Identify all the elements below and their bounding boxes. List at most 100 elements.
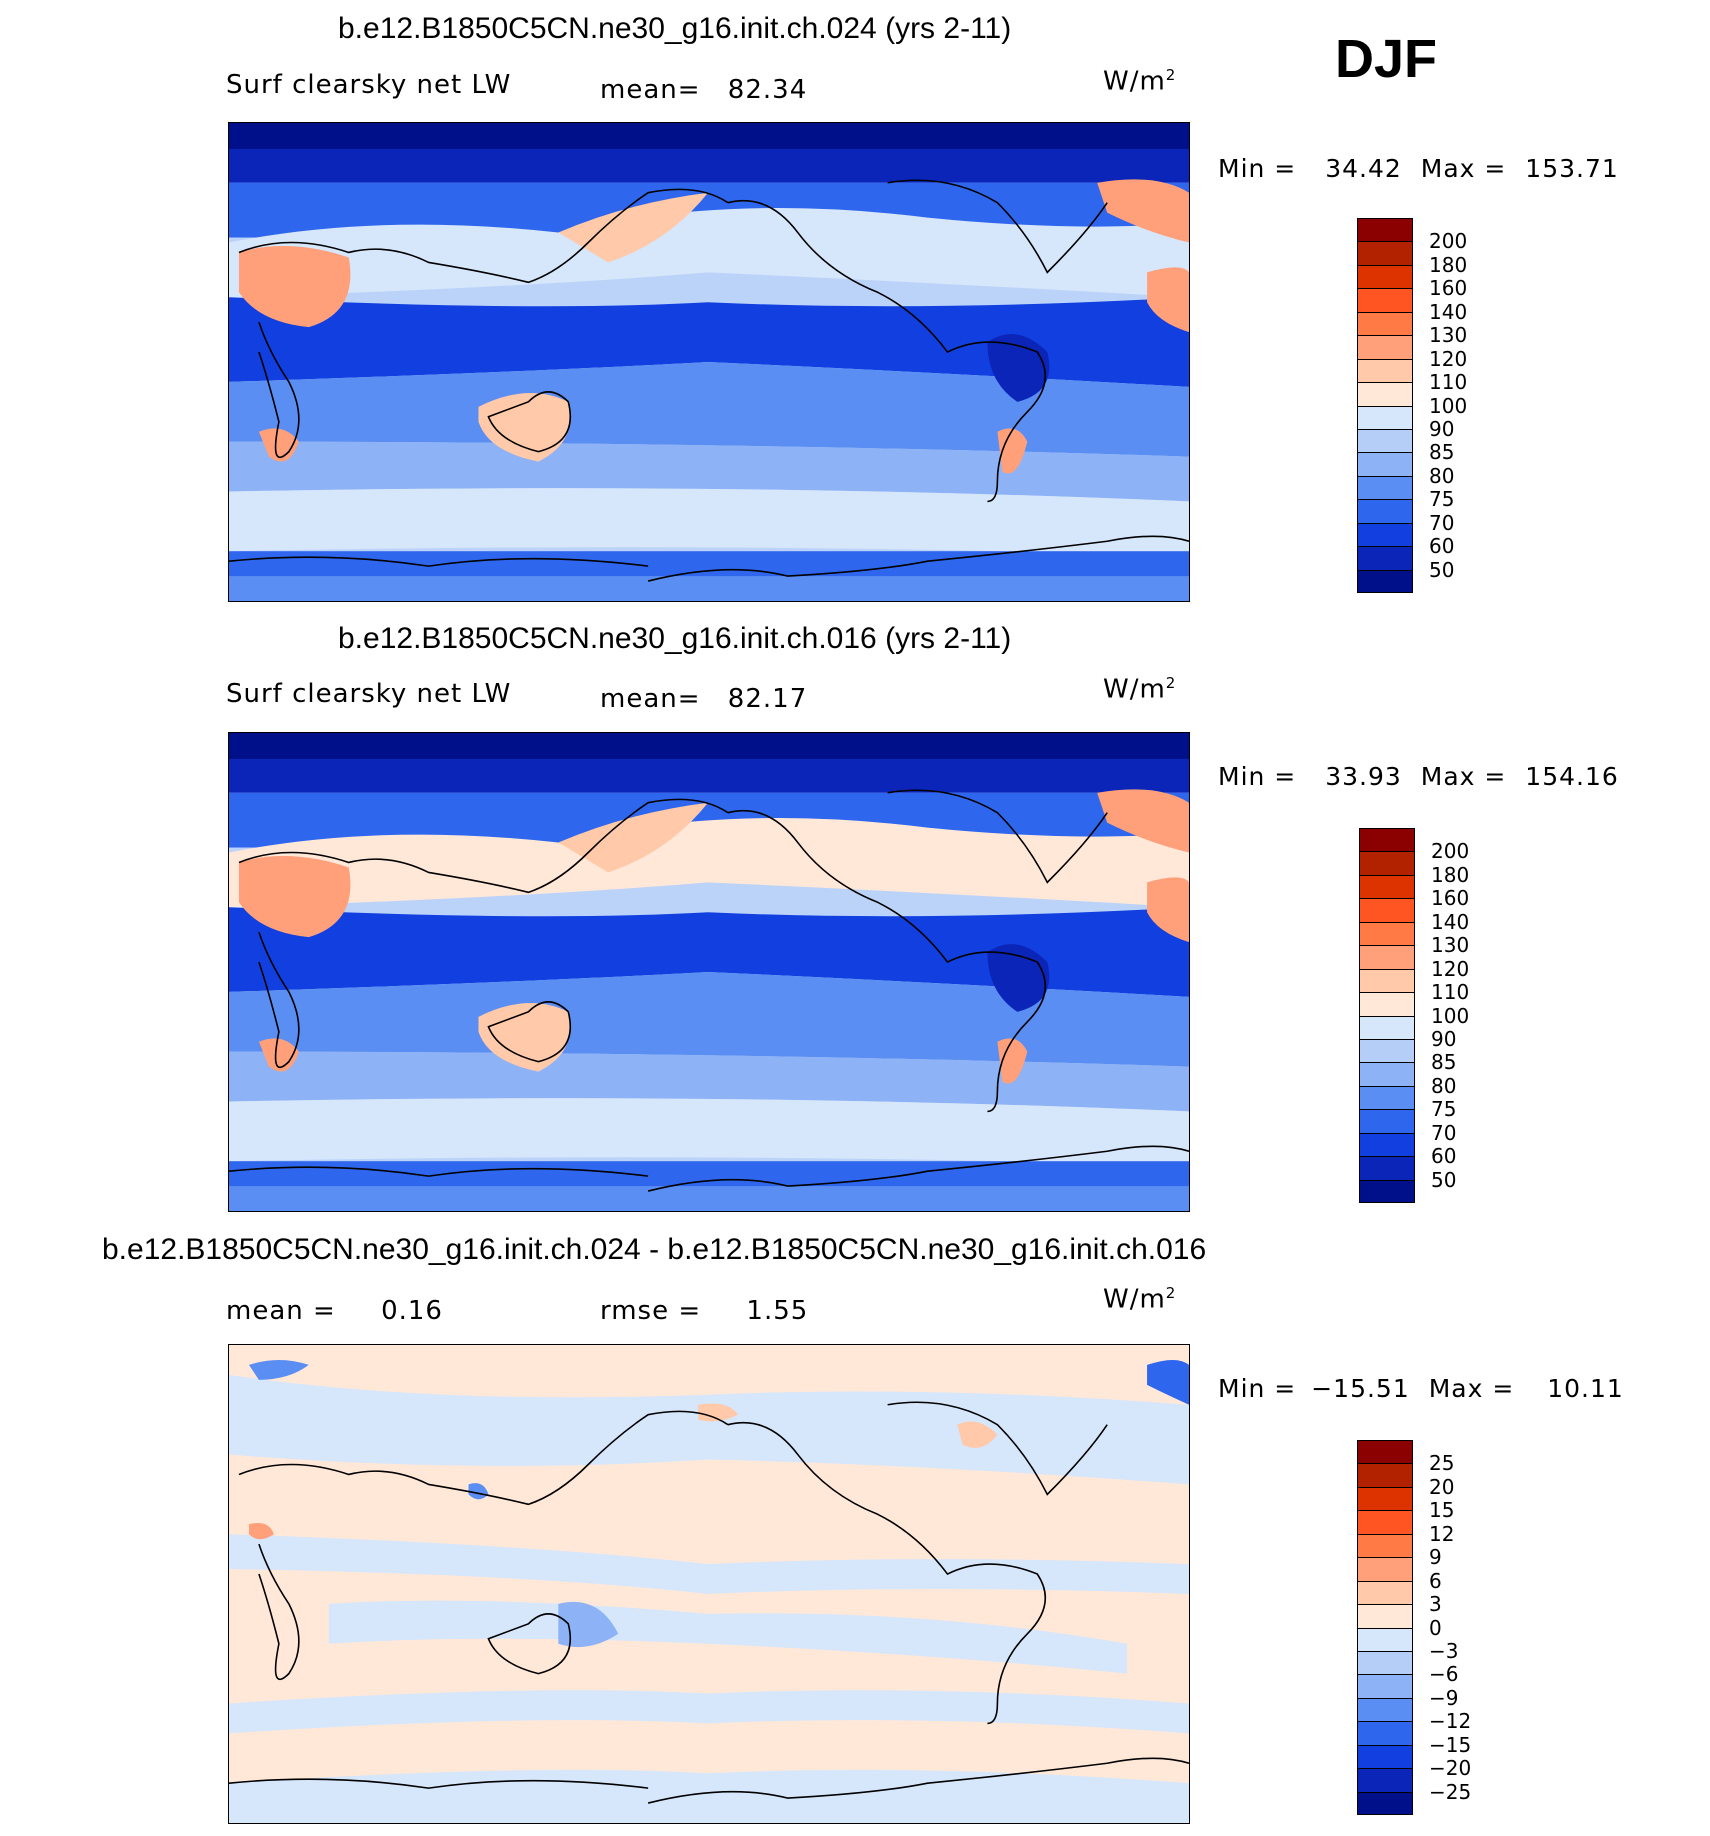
- panel-3-max-label: Max =: [1428, 1374, 1515, 1403]
- colorbar-tick-label: −25: [1429, 1779, 1472, 1804]
- panel-3-min-label: Min =: [1218, 1374, 1297, 1403]
- colorbar-swatch: [1359, 1109, 1415, 1133]
- colorbar-swatch: [1359, 1062, 1415, 1086]
- panel-3-mean: mean = 0.16: [226, 1296, 443, 1326]
- colorbar-tick-label: 6: [1429, 1568, 1442, 1593]
- colorbar-tick-label: −9: [1429, 1685, 1459, 1710]
- colorbar-tick-label: 140: [1429, 299, 1468, 324]
- panel-3-unit-sup: 2: [1165, 1284, 1177, 1302]
- colorbar-tick-label: 100: [1429, 393, 1468, 418]
- colorbar-swatch: [1357, 1557, 1413, 1581]
- panel-2-unit-sup: 2: [1165, 674, 1177, 692]
- colorbar-tick-label: −12: [1429, 1709, 1472, 1734]
- colorbar-swatch: [1359, 1179, 1415, 1203]
- colorbar-tick-label: 120: [1429, 346, 1468, 371]
- colorbar-tick-label: 15: [1429, 1498, 1455, 1523]
- colorbar-swatch: [1357, 1510, 1413, 1534]
- colorbar-tick-label: 160: [1429, 276, 1468, 301]
- colorbar-swatch: [1359, 828, 1415, 852]
- colorbar-swatch: [1359, 874, 1415, 899]
- colorbar-swatch: [1357, 1486, 1413, 1511]
- panel-1-max-value: 153.71: [1525, 154, 1619, 183]
- panel-2-units: W/m2: [1103, 674, 1176, 705]
- panel-2-min-max: Min = 33.93 Max = 154.16: [1218, 762, 1619, 791]
- colorbar-swatch: [1357, 1697, 1413, 1722]
- colorbar-swatch: [1357, 311, 1413, 336]
- colorbar-swatch: [1357, 218, 1413, 242]
- panel-3-unit-base: W/m: [1103, 1284, 1166, 1315]
- colorbar-tick-label: 75: [1429, 487, 1455, 512]
- colorbar-tick-label: 160: [1431, 886, 1470, 911]
- colorbar-swatch: [1357, 288, 1413, 312]
- panel-3-max-value: 10.11: [1547, 1374, 1624, 1403]
- colorbar-frame: [1357, 1440, 1413, 1815]
- season-label: DJF: [1335, 29, 1438, 89]
- panel-2-variable-label: Surf clearsky net LW: [226, 679, 512, 709]
- panel-3-units: W/m2: [1103, 1284, 1176, 1315]
- colorbar-tick-label: 200: [1429, 229, 1468, 254]
- colorbar-tick-label: 180: [1431, 862, 1470, 887]
- colorbar-tick-label: 12: [1429, 1521, 1455, 1546]
- colorbar-swatch: [1357, 452, 1413, 476]
- colorbar-swatch: [1357, 1650, 1413, 1675]
- colorbar-frame: [1359, 828, 1415, 1203]
- colorbar-tick-label: 9: [1429, 1545, 1442, 1570]
- colorbar-swatch: [1359, 968, 1415, 993]
- colorbar-swatch: [1357, 1463, 1413, 1487]
- panel-1-colorbar: [1357, 218, 1413, 593]
- colorbar-tick-label: 180: [1429, 252, 1468, 277]
- colorbar-tick-label: 80: [1431, 1073, 1457, 1098]
- colorbar-tick-label: 85: [1431, 1050, 1457, 1075]
- colorbar-tick-label: −15: [1429, 1732, 1472, 1757]
- colorbar-swatch: [1359, 851, 1415, 875]
- colorbar-tick-label: 50: [1429, 557, 1455, 582]
- colorbar-swatch: [1357, 499, 1413, 523]
- colorbar-swatch: [1357, 1791, 1413, 1815]
- panel-3-rmse-value: 1.55: [746, 1296, 809, 1326]
- colorbar-swatch: [1357, 382, 1413, 406]
- colorbar-swatch: [1357, 1627, 1413, 1651]
- colorbar-tick-label: −3: [1429, 1638, 1459, 1663]
- panel-3-min-max: Min = −15.51 Max = 10.11: [1218, 1374, 1624, 1403]
- panel-3-colorbar: [1357, 1440, 1413, 1815]
- colorbar-tick-label: 130: [1431, 933, 1470, 958]
- colorbar-swatch: [1357, 1440, 1413, 1464]
- colorbar-tick-label: 20: [1429, 1474, 1455, 1499]
- colorbar-swatch: [1359, 898, 1415, 922]
- panel-1-min-max: Min = 34.42 Max = 153.71: [1218, 154, 1619, 183]
- panel-1-min-value: 34.42: [1325, 154, 1402, 183]
- panel-1-mean-value: 82.34: [727, 75, 808, 105]
- colorbar-tick-label: −20: [1429, 1756, 1472, 1781]
- panel-2-min-value: 33.93: [1325, 762, 1402, 791]
- colorbar-tick-label: 25: [1429, 1451, 1455, 1476]
- colorbar-swatch: [1357, 335, 1413, 359]
- colorbar-tick-label: 60: [1431, 1144, 1457, 1169]
- colorbar-swatch: [1357, 1768, 1413, 1792]
- colorbar-tick-label: −6: [1429, 1662, 1459, 1687]
- colorbar-tick-label: 110: [1429, 370, 1468, 395]
- panel-3-rmse-label: rmse =: [600, 1296, 702, 1326]
- colorbar-frame: [1357, 218, 1413, 593]
- colorbar-swatch: [1357, 546, 1413, 570]
- colorbar-tick-label: 90: [1431, 1026, 1457, 1051]
- colorbar-swatch: [1357, 522, 1413, 547]
- colorbar-swatch: [1357, 428, 1413, 453]
- colorbar-swatch: [1357, 1533, 1413, 1558]
- colorbar-tick-label: 60: [1429, 534, 1455, 559]
- panel-1-unit-base: W/m: [1103, 66, 1166, 97]
- panel-1-min-label: Min =: [1218, 154, 1297, 183]
- colorbar-swatch: [1359, 992, 1415, 1016]
- panel-1-mean: mean= 82.34: [600, 75, 807, 105]
- colorbar-swatch: [1357, 358, 1413, 383]
- panel-2-mean-value: 82.17: [727, 684, 808, 714]
- panel-1-mean-label: mean=: [600, 75, 701, 105]
- colorbar-tick-label: 130: [1429, 323, 1468, 348]
- colorbar-swatch: [1357, 405, 1413, 429]
- colorbar-tick-label: 75: [1431, 1097, 1457, 1122]
- panel-3-title: b.e12.B1850C5CN.ne30_g16.init.ch.024 - b…: [102, 1233, 1207, 1266]
- colorbar-swatch: [1357, 1744, 1413, 1769]
- colorbar-tick-label: 80: [1429, 463, 1455, 488]
- colorbar-tick-label: 120: [1431, 956, 1470, 981]
- colorbar-tick-label: 85: [1429, 440, 1455, 465]
- colorbar-swatch: [1359, 1085, 1415, 1110]
